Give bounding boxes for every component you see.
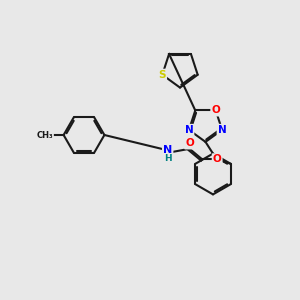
Text: O: O [185, 138, 194, 148]
Text: H: H [164, 154, 172, 163]
Text: O: O [213, 154, 221, 164]
Text: O: O [212, 105, 220, 116]
Text: N: N [163, 145, 172, 155]
Text: S: S [159, 70, 166, 80]
Text: CH₃: CH₃ [36, 130, 53, 140]
Text: N: N [218, 125, 226, 135]
Text: N: N [184, 125, 193, 135]
